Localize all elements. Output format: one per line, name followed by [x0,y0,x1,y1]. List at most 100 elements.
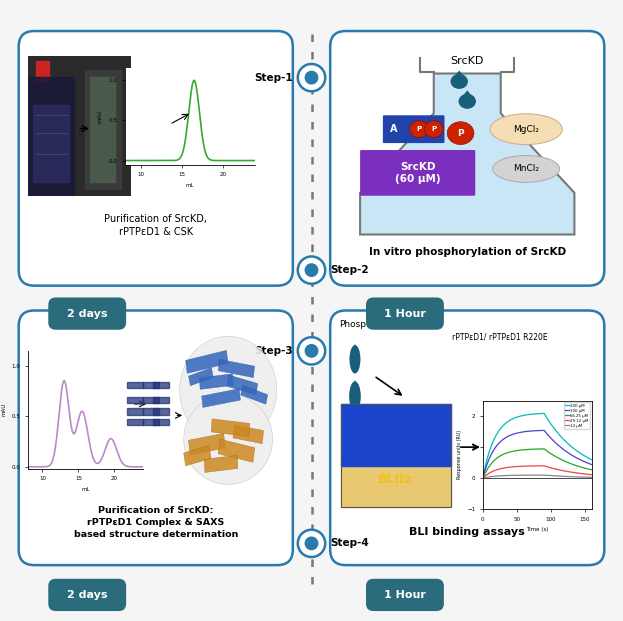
200 μM [543,415,551,422]
Text: Step-4: Step-4 [330,538,369,548]
Ellipse shape [490,114,563,145]
FancyBboxPatch shape [330,31,604,286]
Bar [227,375,258,395]
Circle shape [298,530,325,557]
Bar [204,455,238,473]
Bar [143,419,158,425]
100 μM [588,461,596,468]
Ellipse shape [349,381,361,412]
Text: MgCl₂: MgCl₂ [513,125,539,134]
Y-axis label: Response units (RU): Response units (RU) [457,430,462,479]
29.12 μM [540,462,548,469]
Bar [153,397,169,403]
Y-axis label: mAU: mAU [98,110,103,123]
29.12 μM [588,471,596,478]
200 μM [540,410,548,417]
Bar [153,409,169,415]
Ellipse shape [410,120,429,138]
Bar [211,419,250,437]
X-axis label: Time (s): Time (s) [526,527,548,532]
Polygon shape [351,344,359,355]
66.25 μM [507,448,515,455]
X-axis label: mL: mL [82,487,90,492]
14 μM [543,471,551,479]
Circle shape [298,256,325,284]
Bar [127,419,143,425]
FancyBboxPatch shape [360,150,475,196]
Line: 29.12 μM: 29.12 μM [483,466,592,478]
Circle shape [298,64,325,91]
Ellipse shape [350,345,361,373]
Bar [28,77,74,196]
X-axis label: mL: mL [186,183,194,188]
Bar [186,350,228,373]
100 μM [552,439,559,446]
Circle shape [305,345,318,357]
29.12 μM [561,468,569,475]
100 μM [540,427,548,434]
Bar [153,383,169,389]
Bar [199,374,233,389]
66.25 μM [552,453,559,460]
Line: 14 μM: 14 μM [483,475,592,478]
Bar [233,425,264,443]
29.12 μM [528,462,536,469]
200 μM [552,427,559,434]
100 μM [561,447,569,455]
66.25 μM [498,451,506,459]
Text: Step-2: Step-2 [330,265,369,275]
66.25 μM [528,445,536,453]
FancyBboxPatch shape [49,579,126,611]
FancyBboxPatch shape [19,31,293,286]
Bar [90,77,115,181]
Text: Step-1: Step-1 [254,73,293,83]
FancyBboxPatch shape [330,310,604,565]
Text: Purification of SrcKD:
rPTPεD1 Complex & SAXS
based structure determination: Purification of SrcKD: rPTPεD1 Complex &… [74,506,238,538]
Line: 200 μM: 200 μM [483,414,592,478]
Bar [127,397,143,403]
FancyBboxPatch shape [49,297,126,330]
Circle shape [305,71,318,84]
Ellipse shape [450,74,468,89]
Bar [143,383,158,389]
14 μM [561,473,569,480]
FancyBboxPatch shape [366,579,444,611]
Bar [240,385,268,404]
Bar [341,404,451,466]
66.25 μM [479,474,487,482]
14 μM [498,472,506,479]
29.12 μM [552,465,559,473]
Text: BLItz: BLItz [378,473,414,486]
200 μM [498,423,506,430]
200 μM [588,456,596,463]
100 μM [528,427,536,435]
Bar [153,419,169,425]
29.12 μM [479,474,487,482]
Ellipse shape [493,155,559,183]
Circle shape [298,337,325,365]
29.12 μM [543,463,551,471]
Bar [184,445,211,466]
66.25 μM [540,445,548,453]
200 μM [561,437,569,445]
66.25 μM [588,466,596,474]
66.25 μM [561,458,569,465]
Text: P: P [416,126,422,132]
Text: P: P [457,129,464,138]
Text: 1 Hour: 1 Hour [384,309,426,319]
Text: 1 Hour: 1 Hour [384,590,426,600]
100 μM [507,432,515,439]
14 μM [552,472,559,479]
Line: 100 μM: 100 μM [483,430,592,478]
Bar [218,360,255,378]
Bar [143,409,158,415]
Text: Step-3: Step-3 [254,346,293,356]
Bar [341,458,451,507]
Text: rPTPεD1/ rPTPεD1 R220E: rPTPεD1/ rPTPεD1 R220E [452,332,548,341]
Text: 2 days: 2 days [67,590,108,600]
29.12 μM [507,463,515,471]
Polygon shape [350,380,359,392]
Text: Phospho-SrcKD: Phospho-SrcKD [340,320,408,329]
Polygon shape [360,73,574,235]
Bar [189,433,225,455]
